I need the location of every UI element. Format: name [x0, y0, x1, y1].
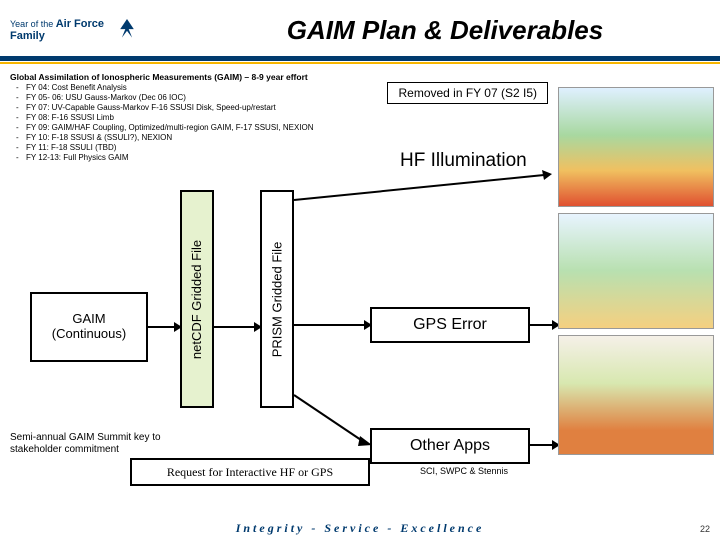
arrow-prism-to-gps [294, 318, 372, 332]
footer-motto: Integrity - Service - Excellence [0, 521, 720, 536]
arrow-prism-to-other [294, 390, 372, 450]
slide-title: GAIM Plan & Deliverables [180, 15, 710, 46]
removed-callout: Removed in FY 07 (S2 I5) [387, 82, 548, 104]
arrow-prism-to-hf [294, 170, 554, 210]
arrow-gps-to-img [530, 318, 560, 332]
netcdf-bar: netCDF Gridded File [180, 190, 214, 408]
arrow-netcdf-to-prism [214, 320, 262, 334]
other-apps-box: Other Apps [370, 428, 530, 464]
logo-line3: Family [10, 30, 45, 42]
hf-illumination-label: HF Illumination [400, 150, 527, 172]
gps-error-box: GPS Error [370, 307, 530, 343]
summit-note: Semi-annual GAIM Summit key to stakehold… [10, 432, 190, 456]
request-box: Request for Interactive HF or GPS [130, 458, 370, 486]
logo-line1: Year of the [10, 19, 53, 29]
gaim-box-label: GAIM(Continuous) [52, 312, 126, 342]
logo-line2: Air Force [56, 18, 104, 30]
netcdf-label: netCDF Gridded File [190, 239, 205, 358]
prism-label: PRISM Gridded File [270, 241, 285, 357]
flow-diagram: GAIM(Continuous) netCDF Gridded File PRI… [10, 180, 540, 460]
air-force-logo: Year of the Air Force Family [10, 16, 180, 44]
header-bar-gold [0, 62, 720, 64]
page-number: 22 [700, 524, 710, 534]
section-title: Global Assimilation of Ionospheric Measu… [10, 72, 710, 82]
logo-text: Year of the Air Force Family [10, 18, 104, 42]
header-bar-blue [0, 56, 720, 61]
arrow-other-to-img [530, 438, 560, 452]
prism-bar: PRISM Gridded File [260, 190, 294, 408]
side-images [558, 87, 714, 467]
forecast-map-1 [558, 87, 714, 207]
slide-header: Year of the Air Force Family GAIM Plan &… [0, 0, 720, 56]
forecast-map-2 [558, 213, 714, 329]
forecast-map-3 [558, 335, 714, 455]
wings-icon [110, 16, 144, 44]
sci-label: SCI, SWPC & Stennis [420, 466, 508, 476]
arrow-gaim-to-netcdf [148, 320, 182, 334]
gaim-box: GAIM(Continuous) [30, 292, 148, 362]
